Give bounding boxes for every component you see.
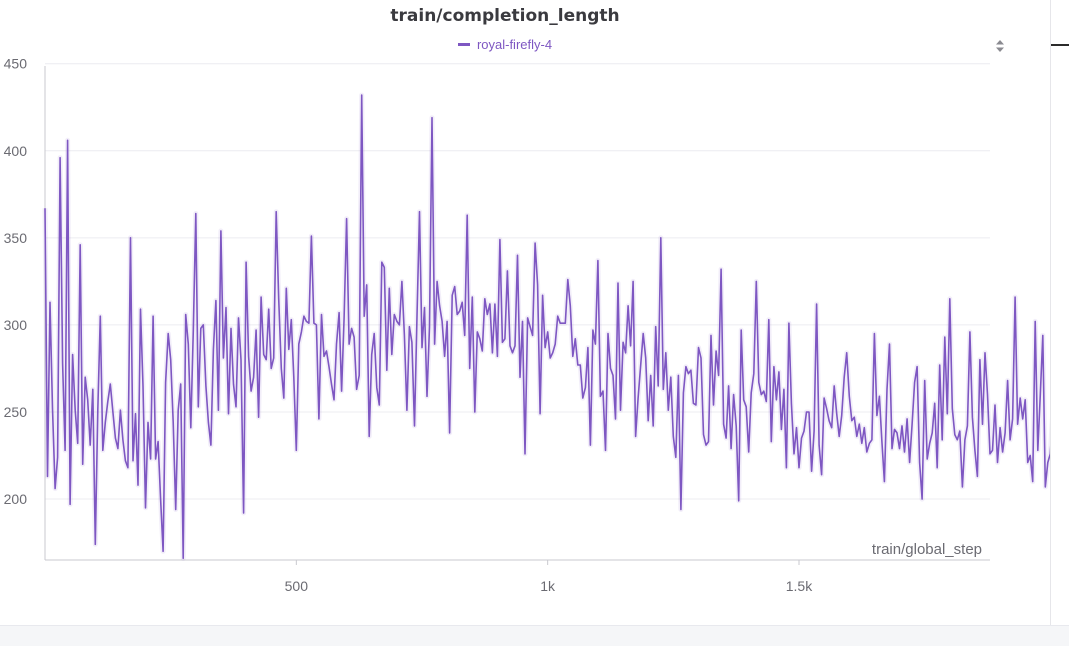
y-tick-label: 300 [4,317,28,333]
x-tick-label: 500 [285,578,309,594]
y-tick-label: 450 [4,56,28,72]
bottom-bar [0,625,1069,646]
chart-panel [0,0,1050,625]
y-axis: 200 250 300 350 400 450 [4,56,46,560]
x-tick-label: 1k [540,578,556,594]
chart-title: train/completion_length [390,6,620,26]
series-layer [42,92,1050,561]
legend-label: royal-firefly-4 [476,37,553,52]
x-tick-label: 1.5k [786,578,813,594]
y-tick-label: 400 [4,143,28,159]
panel-divider [1050,0,1051,625]
series-band [42,92,1050,561]
y-tick-label: 350 [4,230,28,246]
panel-resize-handle[interactable] [1051,44,1069,46]
legend[interactable]: royal-firefly-4 [0,37,1010,52]
series-line-0[interactable] [44,94,1050,560]
sort-arrows-icon[interactable] [994,38,1006,54]
legend-swatch [457,43,470,46]
y-tick-label: 250 [4,404,28,420]
line-chart: 200 250 300 350 400 450 500 1k 1.5k train/globa… [4,56,1050,594]
y-tick-label: 200 [4,491,28,507]
x-axis: 500 1k 1.5k [45,559,990,594]
x-axis-title: train/global_step [872,541,982,558]
